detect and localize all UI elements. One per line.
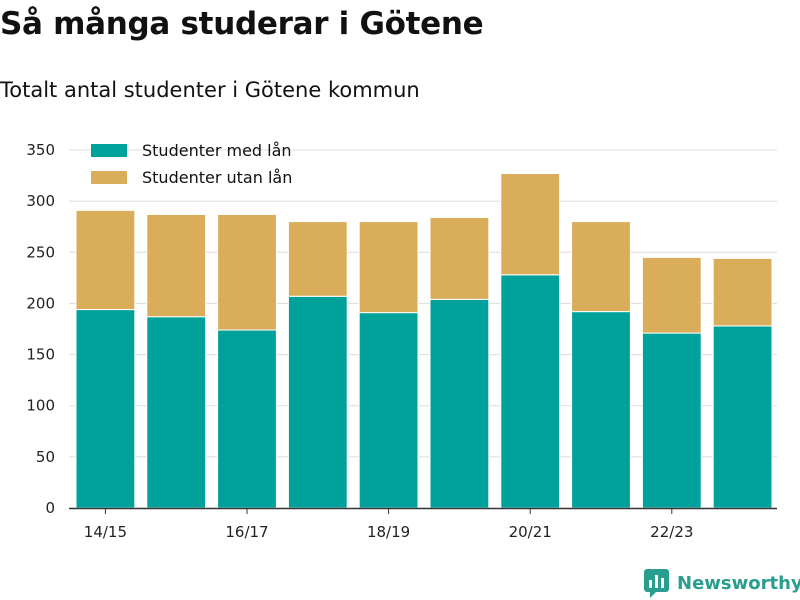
bar-without-loan-17/18 (287, 221, 348, 297)
x-tick-label: 22/23 (650, 523, 693, 541)
chart-title: Så många studerar i Götene (0, 6, 484, 42)
legend-label-with-loan: Studenter med lån (142, 141, 292, 160)
y-tick-label: 50 (36, 448, 55, 466)
bar-with-loan-18/19 (358, 312, 419, 509)
y-tick-label: 100 (26, 397, 55, 415)
bar-with-loan-20/21 (500, 274, 561, 509)
y-axis-tick-labels: 0 50 100 150 200 250 300 350 (26, 141, 55, 517)
x-tick-label: 20/21 (509, 523, 552, 541)
legend: Studenter med lån Studenter utan lån (91, 141, 292, 187)
y-tick-label: 350 (26, 141, 55, 159)
newsworthy-brand: Newsworthy (644, 569, 800, 598)
bars (75, 173, 773, 509)
y-tick-label: 200 (26, 294, 55, 312)
legend-label-without-loan: Studenter utan lån (142, 168, 292, 187)
bar-without-loan-21/22 (571, 221, 631, 313)
bar-without-loan-19/20 (429, 217, 490, 300)
bar-with-loan-22/23 (641, 332, 702, 509)
y-tick-label: 0 (45, 499, 55, 517)
bar-with-loan-16/17 (217, 329, 277, 509)
y-tick-label: 300 (26, 192, 55, 210)
legend-swatch-without-loan (91, 171, 127, 184)
bar-without-loan-14/15 (75, 209, 136, 311)
x-tick-label: 16/17 (225, 523, 268, 541)
bar-without-loan-15/16 (146, 213, 207, 318)
bar-without-loan-23/24 (712, 257, 773, 327)
x-tick-label: 18/19 (367, 523, 410, 541)
bar-without-loan-22/23 (641, 256, 702, 334)
bar-with-loan-23/24 (712, 325, 773, 509)
bar-with-loan-15/16 (146, 316, 207, 509)
x-tick-label: 14/15 (84, 523, 127, 541)
chart-subtitle: Totalt antal studenter i Götene kommun (0, 78, 420, 102)
bar-without-loan-16/17 (217, 213, 277, 331)
bar-with-loan-17/18 (287, 295, 348, 509)
y-tick-label: 250 (26, 243, 55, 261)
newsworthy-logo-icon (644, 569, 669, 598)
bar-with-loan-21/22 (571, 311, 631, 509)
bar-with-loan-19/20 (429, 298, 490, 509)
y-tick-label: 150 (26, 346, 55, 364)
brand-name: Newsworthy (677, 573, 800, 594)
x-axis-ticks: 14/15 16/17 18/19 20/21 22/23 (84, 508, 693, 541)
bar-without-loan-20/21 (500, 173, 561, 276)
bar-with-loan-14/15 (75, 309, 136, 509)
legend-swatch-with-loan (91, 144, 127, 157)
bar-without-loan-18/19 (358, 221, 419, 314)
